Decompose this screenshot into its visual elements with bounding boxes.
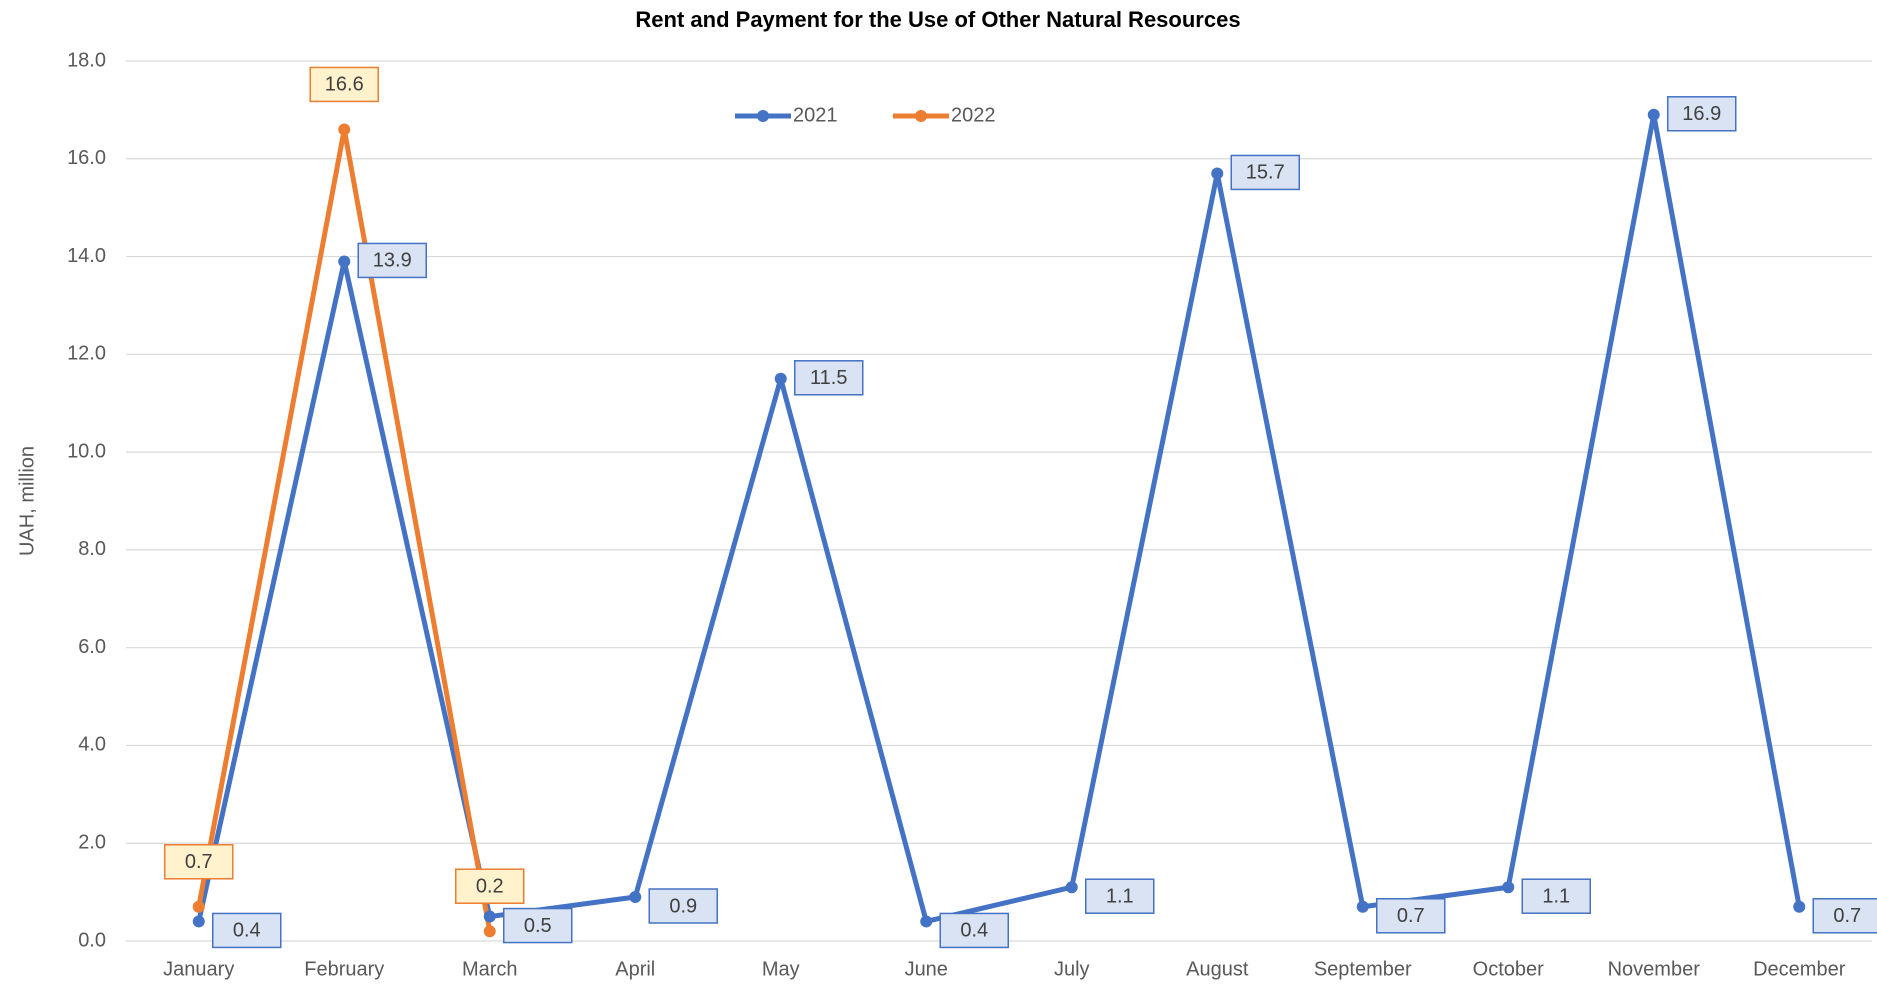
data-label-box — [1521, 878, 1591, 914]
marker — [483, 910, 496, 923]
y-tick-label: 0.0 — [78, 929, 106, 951]
marker — [920, 915, 933, 928]
x-tick-label: December — [1753, 958, 1846, 980]
data-label-box — [503, 907, 573, 944]
data-label-box — [1812, 898, 1877, 934]
legend-marker — [915, 110, 927, 122]
data-label-box — [1085, 878, 1155, 914]
y-tick-label: 2.0 — [78, 832, 106, 854]
x-tick-label: February — [304, 958, 384, 980]
marker — [338, 255, 351, 268]
marker — [192, 900, 205, 913]
x-tick-label: November — [1608, 958, 1701, 980]
data-label: 13.9 — [373, 250, 412, 272]
series-line — [196, 126, 493, 932]
marker — [1211, 167, 1224, 180]
data-label-box — [939, 912, 1009, 949]
data-label: 0.7 — [185, 851, 213, 873]
y-tick-label: 12.0 — [67, 343, 106, 365]
x-tick-label: May — [762, 958, 800, 980]
y-tick-label: 4.0 — [78, 734, 106, 756]
y-axis-label: UAH, million — [16, 446, 38, 556]
marker — [1065, 881, 1078, 894]
legend-label: 2022 — [951, 104, 996, 126]
data-label: 0.4 — [233, 920, 261, 942]
y-tick-label: 10.0 — [67, 440, 106, 462]
x-tick-label: August — [1186, 958, 1249, 980]
data-label: 0.7 — [1397, 905, 1425, 927]
x-tick-label: June — [905, 958, 948, 980]
data-label: 0.7 — [1833, 905, 1861, 927]
data-label: 11.5 — [810, 367, 847, 389]
data-label: 16.9 — [1682, 103, 1721, 125]
legend-label: 2021 — [793, 104, 838, 126]
data-label: 15.7 — [1246, 162, 1285, 184]
data-label: 0.9 — [669, 895, 697, 917]
data-label-box — [1667, 96, 1737, 132]
x-tick-label: March — [462, 958, 518, 980]
marker — [192, 915, 205, 928]
y-tick-label: 16.0 — [67, 147, 106, 169]
data-label-box — [357, 242, 427, 279]
x-tick-label: October — [1473, 958, 1544, 980]
marker — [774, 372, 787, 385]
y-tick-label: 8.0 — [78, 538, 106, 560]
x-tick-label: July — [1054, 958, 1090, 980]
y-tick-label: 6.0 — [78, 636, 106, 658]
data-label: 0.4 — [960, 920, 988, 942]
x-tick-label: January — [163, 958, 234, 980]
data-label-box — [309, 66, 379, 103]
marker — [1356, 900, 1369, 913]
data-label-box — [794, 360, 864, 396]
x-tick-label: April — [615, 958, 655, 980]
data-label-box — [1376, 898, 1446, 934]
marker — [483, 925, 496, 938]
series-line — [196, 112, 1802, 924]
x-tick-label: September — [1314, 958, 1412, 980]
marker — [629, 891, 642, 903]
data-label-box — [164, 844, 234, 880]
y-tick-label: 18.0 — [67, 49, 106, 71]
legend-marker — [757, 110, 769, 122]
chart-title: Rent and Payment for the Use of Other Na… — [635, 7, 1240, 32]
data-label: 16.6 — [325, 74, 364, 96]
data-label-box — [648, 888, 718, 924]
marker — [1793, 900, 1806, 913]
data-label: 1.1 — [1106, 886, 1134, 908]
data-label-box — [212, 912, 282, 949]
marker — [1647, 108, 1660, 121]
data-label-box — [455, 868, 525, 904]
data-label: 1.1 — [1542, 886, 1570, 908]
marker — [1502, 881, 1515, 894]
y-tick-label: 14.0 — [67, 245, 106, 267]
data-label: 0.2 — [476, 876, 504, 898]
data-label-box — [1230, 154, 1300, 191]
data-label: 0.5 — [524, 915, 552, 937]
marker — [338, 123, 351, 136]
